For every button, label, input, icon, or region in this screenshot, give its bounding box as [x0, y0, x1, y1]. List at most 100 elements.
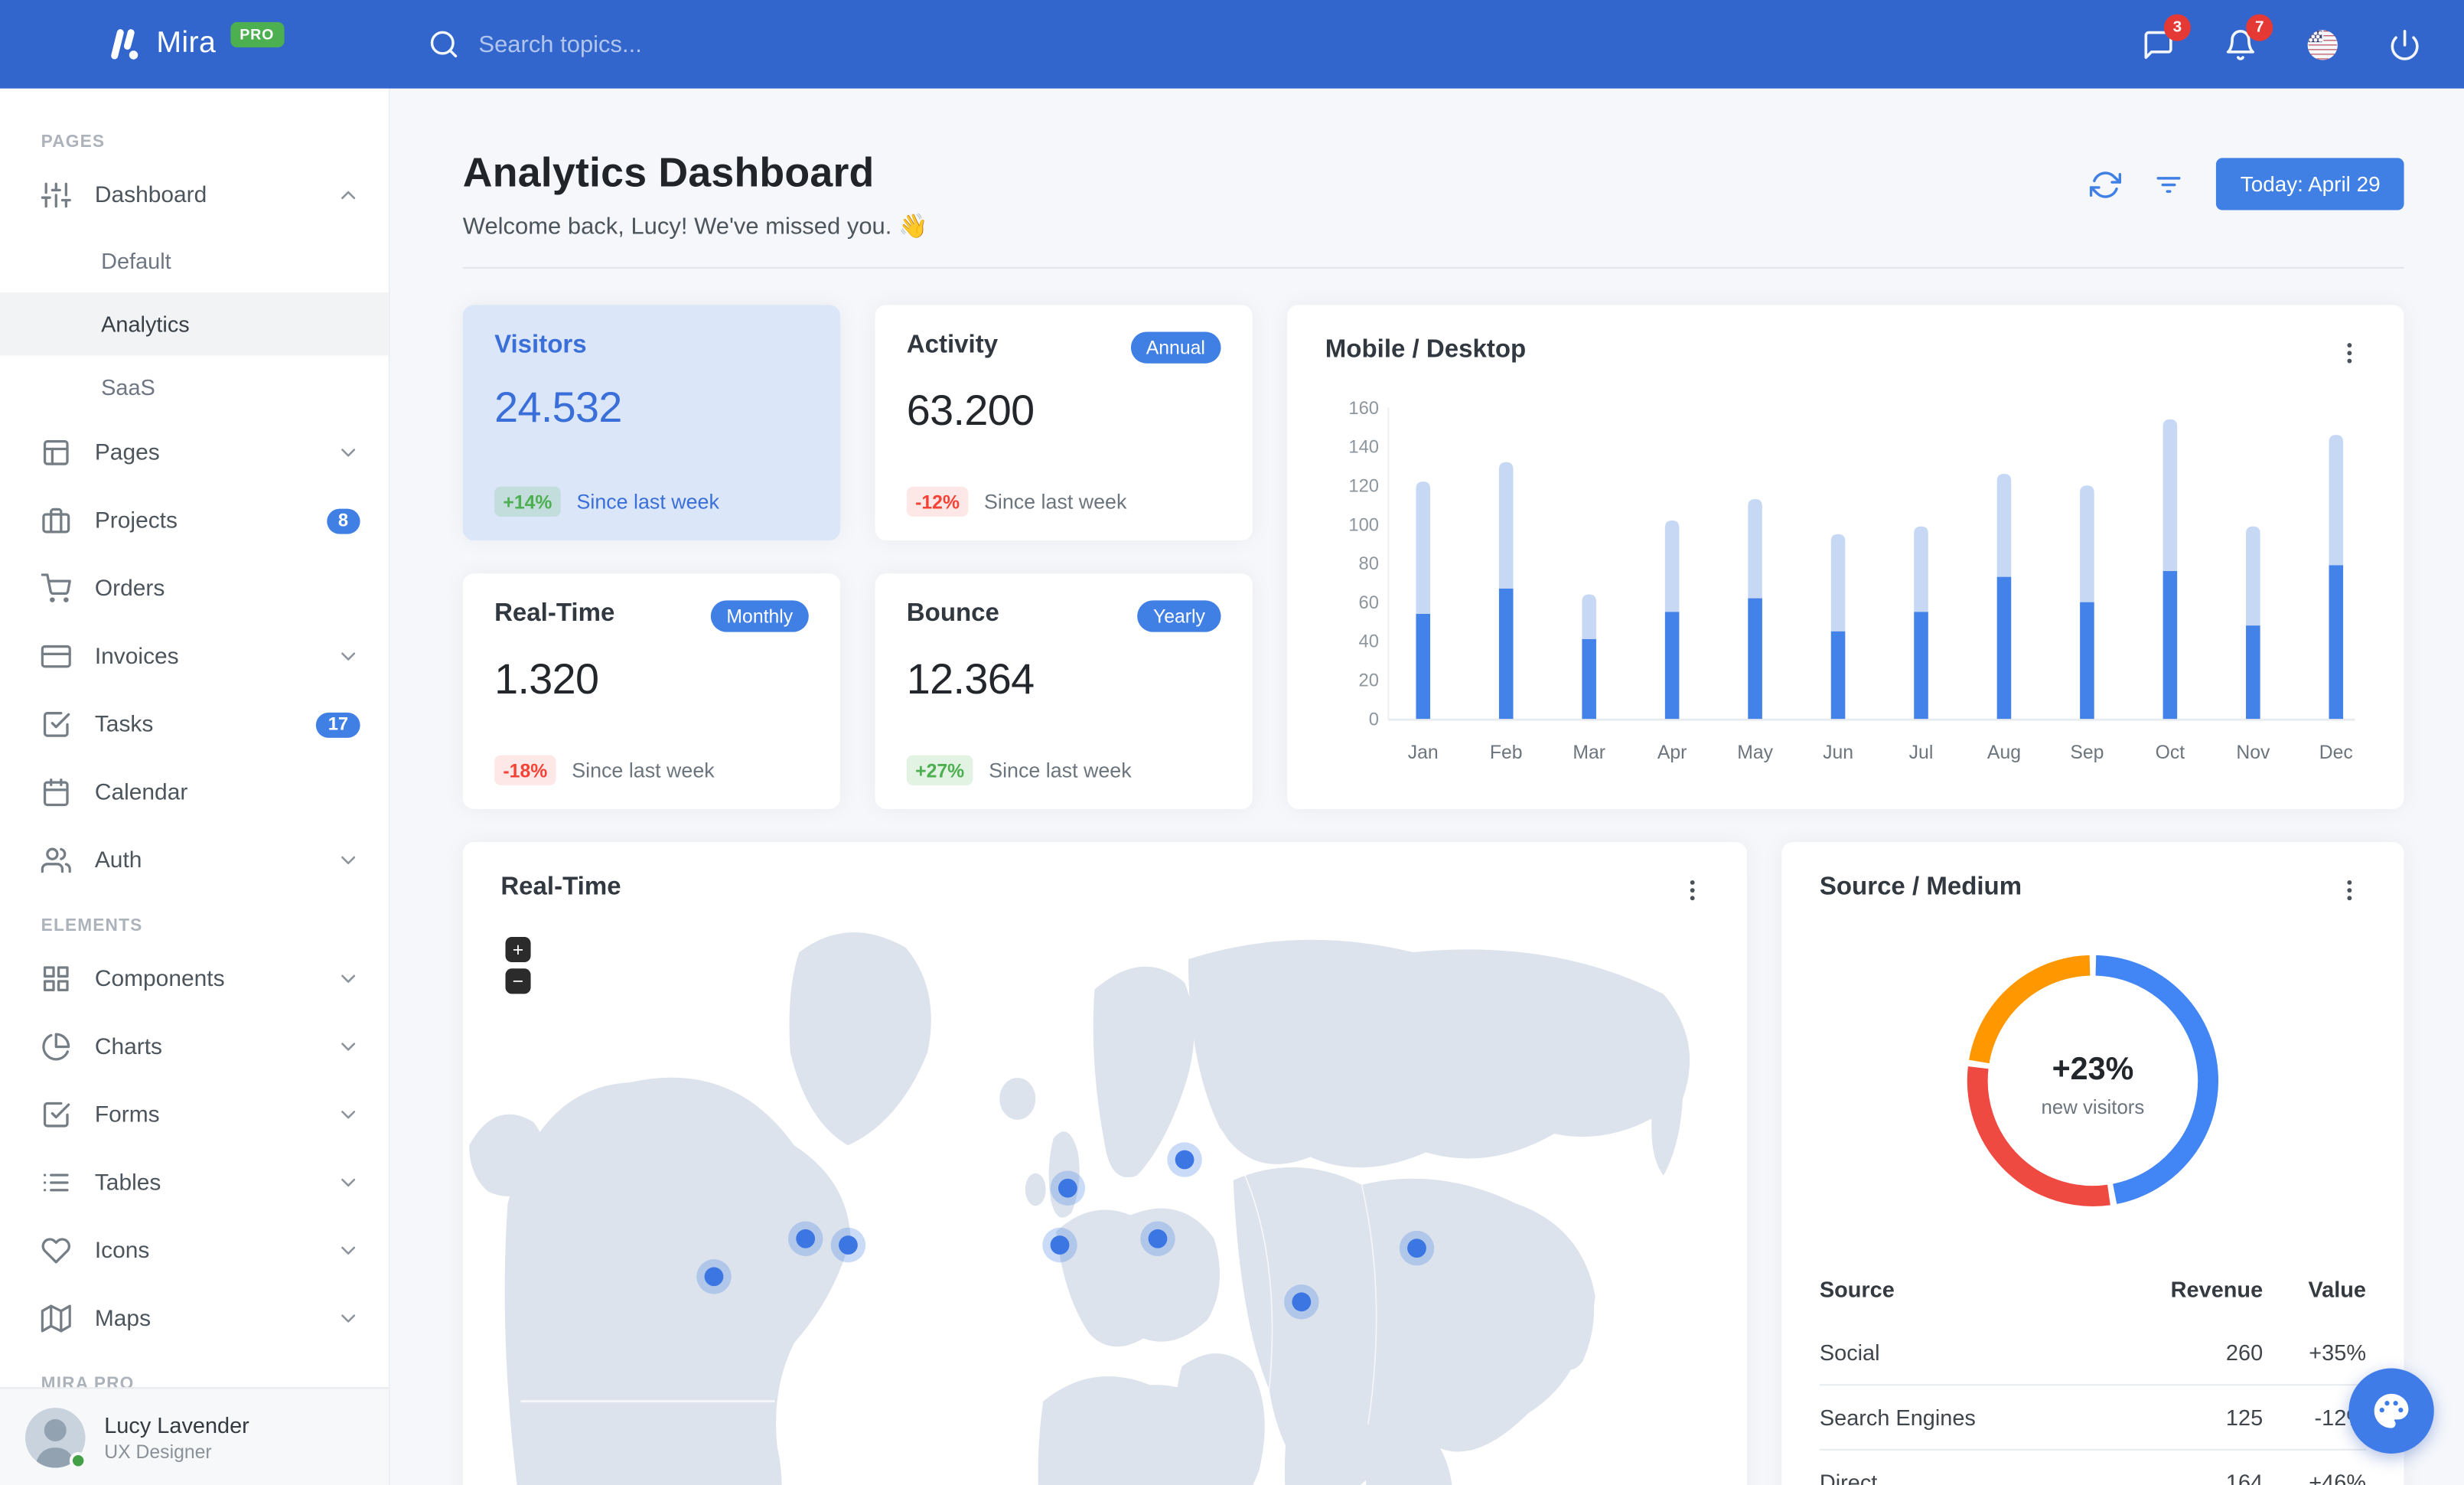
source-medium-card: Source / Medium +23% new visitors Source R…	[1781, 842, 2404, 1485]
source-card-menu-button[interactable]	[2333, 873, 2366, 906]
svg-text:160: 160	[1348, 399, 1379, 419]
svg-text:40: 40	[1359, 632, 1379, 652]
sidebar-subitem-default[interactable]: Default	[101, 248, 171, 274]
credit-card-icon	[41, 641, 71, 671]
chevron-down-icon	[337, 1035, 360, 1059]
sidebar-item-auth[interactable]: Auth	[0, 827, 389, 895]
sidebar-item-projects[interactable]: Projects 8	[0, 487, 389, 555]
chevron-down-icon	[337, 1103, 360, 1127]
brand[interactable]: Mira PRO	[0, 21, 390, 65]
sidebar-item-components[interactable]: Components	[0, 945, 389, 1013]
filter-icon	[2157, 176, 2182, 192]
svg-text:120: 120	[1348, 476, 1379, 496]
messages-button[interactable]: 3	[2139, 14, 2191, 64]
chart-card-title: Mobile / Desktop	[1325, 336, 1527, 364]
pie-chart-icon	[41, 1032, 71, 1062]
mira-logo-icon	[111, 29, 139, 60]
sidebar-item-calendar[interactable]: Calendar	[0, 759, 389, 827]
refresh-icon	[2090, 171, 2122, 197]
bell-icon	[2225, 29, 2254, 60]
search-input[interactable]	[478, 31, 843, 58]
svg-text:20: 20	[1359, 671, 1379, 691]
sidebar-item-maps[interactable]: Maps	[0, 1284, 389, 1353]
source-table-row-direct: Direct 164 +46%	[1819, 1448, 2367, 1485]
stat-period-badge[interactable]: Annual	[1130, 331, 1221, 364]
svg-text:60: 60	[1359, 593, 1379, 613]
map-marker	[696, 1258, 732, 1294]
theme-settings-fab[interactable]	[2348, 1368, 2434, 1454]
avatar	[25, 1407, 87, 1469]
sidebar-item-icons[interactable]: Icons	[0, 1216, 389, 1284]
more-vertical-icon	[2347, 880, 2352, 901]
stat-period-badge[interactable]: Yearly	[1137, 600, 1221, 632]
cart-icon	[41, 573, 71, 603]
source-cell: Search Engines	[1819, 1384, 2099, 1450]
chevron-down-icon	[337, 441, 360, 465]
notifications-button[interactable]: 7	[2221, 14, 2273, 64]
map-marker	[1042, 1228, 1077, 1263]
sidebar-item-tables[interactable]: Tables	[0, 1149, 389, 1217]
svg-text:Feb: Feb	[1490, 742, 1523, 763]
revenue-cell: 260	[2225, 1340, 2264, 1366]
chevron-down-icon	[337, 848, 360, 872]
chevron-down-icon	[337, 1170, 360, 1194]
sidebar-item-charts[interactable]: Charts	[0, 1013, 389, 1081]
filter-button[interactable]	[2153, 168, 2185, 200]
map-zoom-out-button[interactable]: −	[505, 968, 531, 994]
refresh-button[interactable]	[2090, 168, 2122, 200]
source-table-row-social: Social 260 +35%	[1820, 1321, 2366, 1385]
sidebar-item-forms[interactable]: Forms	[0, 1081, 389, 1149]
date-range-button[interactable]: Today: April 29	[2216, 158, 2404, 211]
svg-text:140: 140	[1348, 438, 1379, 458]
page-subtitle: Welcome back, Lucy! We've missed you. 👋	[462, 213, 928, 240]
svg-text:Dec: Dec	[2319, 742, 2353, 763]
stat-card-real-time: Real-Time Monthly 1.320 -18% Since last week	[462, 573, 841, 809]
sliders-icon	[41, 180, 71, 210]
sidebar-item-tasks[interactable]: Tasks 17	[0, 690, 389, 759]
sidebar-badge-projects: 8	[326, 508, 360, 534]
map-zoom-in-button[interactable]: +	[505, 937, 531, 963]
value-cell: +35%	[2309, 1340, 2367, 1366]
header-divider	[462, 266, 2404, 269]
map-marker	[1167, 1142, 1202, 1177]
search	[428, 28, 843, 60]
search-icon	[430, 31, 458, 57]
sidebar-item-invoices[interactable]: Invoices	[0, 622, 389, 690]
brand-name: Mira	[156, 27, 217, 60]
more-vertical-icon	[2347, 343, 2352, 364]
stat-period-badge[interactable]: Monthly	[710, 600, 809, 632]
page-title: Analytics Dashboard	[462, 148, 875, 196]
language-button[interactable]	[2303, 25, 2341, 64]
map-marker	[1399, 1230, 1435, 1265]
stat-delta-chip: -18%	[494, 755, 556, 785]
svg-text:new visitors: new visitors	[2042, 1097, 2145, 1118]
sidebar-subitem-analytics[interactable]: Analytics	[0, 292, 389, 356]
stat-value: 24.532	[494, 383, 622, 432]
sidebar-item-orders[interactable]: Orders	[0, 554, 389, 622]
grid-icon	[41, 964, 71, 994]
palette-icon	[2374, 1393, 2409, 1428]
svg-text:Oct: Oct	[2156, 742, 2185, 763]
chevron-down-icon	[337, 1307, 360, 1330]
map-card-menu-button[interactable]	[1676, 873, 1709, 906]
calendar-icon	[41, 778, 71, 808]
sidebar-item-pages[interactable]: Pages	[0, 419, 389, 487]
map-zoom-controls: + −	[505, 937, 531, 994]
header-actions: Today: April 29	[2090, 158, 2404, 211]
stat-delta-chip: -12%	[906, 486, 969, 517]
chart-card-menu-button[interactable]	[2333, 337, 2366, 370]
power-icon	[2390, 28, 2418, 60]
sidebar-subitem-saas[interactable]: SaaS	[101, 374, 155, 400]
check-square-icon	[41, 710, 71, 739]
more-vertical-icon	[1690, 880, 1695, 901]
sidebar-item-dashboard[interactable]: Dashboard	[0, 162, 389, 230]
world-map-svg	[469, 932, 1690, 1485]
sidebar-user-card[interactable]: Lucy Lavender UX Designer	[0, 1387, 389, 1485]
top-navbar: Mira PRO 3 7	[0, 0, 2464, 89]
us-flag-icon	[2306, 29, 2337, 60]
sidebar-badge-tasks: 17	[316, 711, 360, 737]
logout-button[interactable]	[2385, 25, 2423, 64]
user-role: UX Designer	[104, 1440, 212, 1463]
stat-card-activity: Activity Annual 63.200 -12% Since last week	[875, 305, 1253, 540]
pro-badge: PRO	[230, 21, 284, 47]
